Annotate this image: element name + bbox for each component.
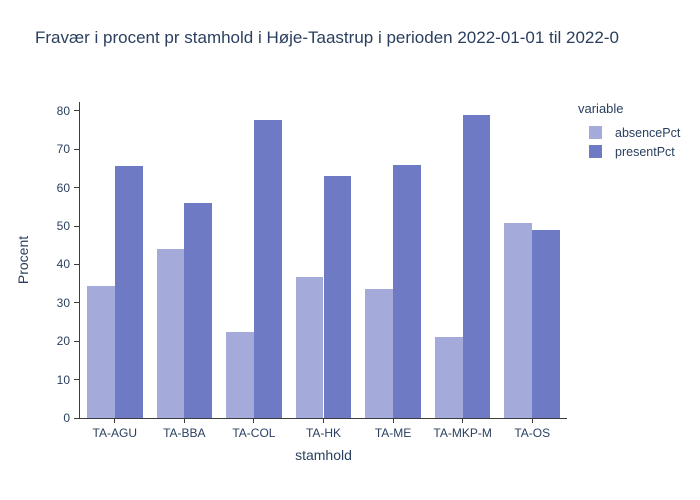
bar-presentPct-TA-COL[interactable] <box>253 120 282 418</box>
y-axis-title-wrap: Procent <box>10 102 36 418</box>
x-tick-label: TA-COL <box>232 426 276 440</box>
bar-presentPct-TA-BBA[interactable] <box>184 202 213 418</box>
y-tick-label: 70 <box>56 142 70 157</box>
x-tick-mark <box>462 419 464 423</box>
x-tick-mark <box>531 419 533 423</box>
y-tick-label: 20 <box>56 334 70 349</box>
bar-absencePct-TA-COL[interactable] <box>226 332 254 418</box>
x-axis-title: stamhold <box>295 447 352 463</box>
legend-swatch-absencePct <box>589 126 602 139</box>
y-tick-label: 10 <box>56 372 70 387</box>
bar-absencePct-TA-BBA[interactable] <box>156 249 185 418</box>
bar-presentPct-TA-OS[interactable] <box>532 229 561 418</box>
y-tick-label: 60 <box>56 180 70 195</box>
y-tick-mark <box>74 417 79 419</box>
y-tick-label: 0 <box>63 411 70 425</box>
y-axis-line <box>79 102 80 419</box>
x-tick-mark <box>323 419 324 423</box>
legend-swatch-presentPct <box>589 145 602 158</box>
legend-label: presentPct <box>615 144 675 159</box>
bar-absencePct-TA-HK[interactable] <box>295 276 324 418</box>
y-tick-mark <box>74 379 79 381</box>
legend-item-presentPct[interactable]: presentPct <box>578 142 698 161</box>
x-tick-label: TA-HK <box>305 426 342 440</box>
x-axis-line <box>79 418 567 419</box>
bar-absencePct-TA-OS[interactable] <box>504 223 533 418</box>
x-tick-label: TA-BBA <box>163 426 206 440</box>
legend-items: absencePct presentPct <box>578 123 698 161</box>
legend-label: absencePct <box>615 125 681 140</box>
x-tick-label: TA-AGU <box>92 426 137 440</box>
bar-presentPct-TA-MKP-M[interactable] <box>462 115 491 418</box>
y-tick-mark <box>74 225 79 227</box>
bar-absencePct-TA-ME[interactable] <box>365 288 394 418</box>
y-tick-label: 40 <box>56 257 70 272</box>
y-tick-mark <box>74 110 79 112</box>
y-tick-mark <box>74 263 79 265</box>
legend: variable absencePct presentPct <box>578 101 698 161</box>
bar-presentPct-TA-AGU[interactable] <box>114 166 143 418</box>
bar-presentPct-TA-HK[interactable] <box>323 176 352 418</box>
x-tick-label: TA-MKP-M <box>433 426 492 440</box>
bar-absencePct-TA-AGU[interactable] <box>86 286 115 418</box>
bar-absencePct-TA-MKP-M[interactable] <box>434 336 463 418</box>
x-tick-label: TA-OS <box>514 426 551 440</box>
y-tick-mark <box>74 302 79 304</box>
x-tick-mark <box>253 419 255 423</box>
x-tick-label: TA-ME <box>374 426 412 440</box>
y-tick-mark <box>74 340 79 342</box>
x-tick-mark <box>392 419 394 423</box>
y-tick-label: 80 <box>56 103 70 118</box>
chart-title: Fravær i procent pr stamhold i Høje-Taas… <box>35 28 619 47</box>
y-axis-title: Procent <box>15 235 31 285</box>
legend-item-absencePct[interactable]: absencePct <box>578 123 698 142</box>
y-tick-mark <box>74 187 79 189</box>
x-tick-mark <box>183 419 185 423</box>
y-tick-label: 30 <box>56 295 70 310</box>
legend-title: variable <box>578 101 624 116</box>
y-tick-label: 50 <box>56 219 70 234</box>
bar-presentPct-TA-ME[interactable] <box>393 164 421 418</box>
x-tick-mark <box>114 419 116 423</box>
y-tick-mark <box>74 148 79 150</box>
